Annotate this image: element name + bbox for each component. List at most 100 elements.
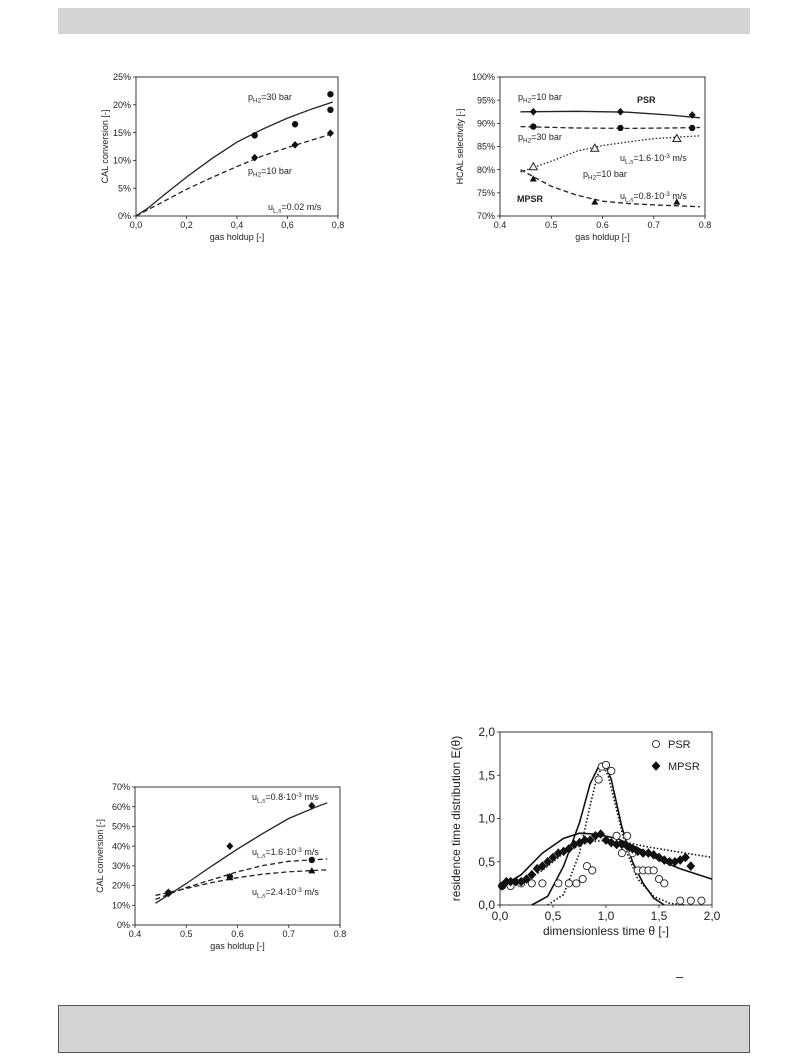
data-point <box>676 896 685 905</box>
y-tick-label: 85% <box>477 142 495 152</box>
x-tick-label: 0.6 <box>596 220 609 230</box>
y-axis-label: HCAL selectivity [-] <box>455 109 465 185</box>
data-point <box>308 801 316 810</box>
y-tick-label: 30% <box>112 861 130 871</box>
x-tick-label: 0,4 <box>231 220 244 230</box>
x-tick-label: 0.8 <box>699 220 712 230</box>
annotation-3: uL,s=1.6·10-3 m/s <box>620 153 687 165</box>
series-line-0 <box>520 110 700 119</box>
data-point <box>596 829 606 839</box>
data-point <box>659 855 669 865</box>
x-axis-label: gas holdup [-] <box>210 232 265 242</box>
data-point <box>529 107 537 116</box>
data-point <box>538 861 547 871</box>
data-point <box>527 879 536 888</box>
data-point <box>606 837 616 848</box>
legend-marker <box>651 761 661 771</box>
y-tick-label: 5% <box>118 183 131 193</box>
x-tick-label: 0,0 <box>492 909 509 923</box>
data-point <box>591 198 599 205</box>
x-tick-label: 0,8 <box>332 220 345 230</box>
x-axis-label: gas holdup [-] <box>575 232 630 242</box>
y-axis-label: residence time distribution E(θ) <box>449 736 463 901</box>
y-tick-label: 10% <box>113 156 131 166</box>
chart-cal-conversion-pressure: 0% 5% 10% 15% 20% 25% 0,0 0,2 0,4 0,6 0,8 gas holdu… <box>100 72 345 242</box>
data-point <box>589 143 600 152</box>
data-point <box>527 869 537 880</box>
x-tick-label: 0,6 <box>281 220 294 230</box>
footer-dash-mark: – <box>676 969 684 984</box>
y-axis-label: CAL conversion [-] <box>95 819 105 893</box>
data-point <box>528 161 539 171</box>
x-tick-label: 2,0 <box>704 909 721 923</box>
legend-marker <box>651 739 661 749</box>
data-point <box>291 121 299 128</box>
series-line-3 <box>520 169 700 208</box>
y-tick-label: 1,5 <box>478 768 495 782</box>
annotation-0: pH2=30 bar <box>248 92 292 104</box>
data-point <box>291 140 299 149</box>
data-point <box>226 874 234 881</box>
data-point <box>308 867 316 874</box>
y-tick-label: 0% <box>117 920 130 930</box>
x-tick-label: 0,5 <box>545 909 562 923</box>
y-tick-label: 2,0 <box>478 725 495 739</box>
data-point <box>326 129 334 137</box>
annotation-1: pH2=10 bar <box>248 166 292 178</box>
annotation-1: uL,s=1.6·10-3 m/s <box>252 847 319 859</box>
x-tick-label: 0.5 <box>545 220 558 230</box>
x-tick-label: 0.4 <box>494 220 507 230</box>
data-point <box>654 874 664 884</box>
y-tick-label: 15% <box>113 128 131 138</box>
data-point <box>529 175 537 182</box>
data-point <box>580 835 590 845</box>
annotation-2: pH2=30 bar <box>518 132 562 144</box>
data-point <box>588 866 597 875</box>
chart-residence-time-distribution: 0,0 0,5 1,0 1,5 2,0 0,0 0,5 1,0 1,5 2,0 dimensionl… <box>449 725 721 938</box>
x-tick-label: 1,5 <box>651 909 668 923</box>
plot-frame <box>135 76 339 217</box>
data-point <box>688 111 696 119</box>
x-axis-label: gas holdup [-] <box>210 941 265 951</box>
x-tick-label: 0.5 <box>180 929 193 939</box>
y-tick-label: 10% <box>112 900 130 910</box>
series-line-1 <box>520 125 700 130</box>
data-point <box>612 831 621 840</box>
x-tick-label: 0.7 <box>282 929 295 939</box>
y-tick-label: 1,0 <box>478 812 495 826</box>
annotation-1: PSR <box>637 95 656 105</box>
y-tick-label: 80% <box>477 165 495 175</box>
y-tick-label: 0% <box>118 211 131 221</box>
x-tick-label: 0.7 <box>647 220 660 230</box>
data-point <box>516 876 526 887</box>
data-point <box>681 852 690 863</box>
y-tick-label: 20% <box>113 100 131 110</box>
data-point <box>506 876 515 887</box>
y-tick-label: 0,5 <box>478 855 495 869</box>
data-point <box>601 835 611 845</box>
data-point <box>530 123 537 130</box>
data-point <box>607 766 616 775</box>
data-point <box>251 132 258 139</box>
series-line-2 <box>155 869 328 897</box>
data-point <box>617 124 624 132</box>
data-point <box>688 124 696 132</box>
x-tick-label: 1,0 <box>598 909 615 923</box>
legend-label: MPSR <box>668 761 700 773</box>
data-point <box>522 874 531 884</box>
y-axis-label: CAL conversion [-] <box>100 110 110 184</box>
data-point <box>327 106 334 114</box>
x-axis-label: dimensionless time θ [-] <box>543 924 669 938</box>
series-line-0 <box>155 802 328 904</box>
y-tick-label: 75% <box>477 188 495 198</box>
y-tick-label: 70% <box>112 782 130 792</box>
header-band <box>58 8 750 34</box>
data-point <box>564 843 574 854</box>
x-tick-label: 0.4 <box>129 929 142 939</box>
data-point <box>578 874 587 884</box>
data-point <box>554 879 563 888</box>
annotation-5: uL,s=0.8·10-3 m/s <box>620 191 687 203</box>
data-point <box>575 837 584 848</box>
data-point <box>511 876 521 887</box>
legend-label: PSR <box>668 739 691 751</box>
